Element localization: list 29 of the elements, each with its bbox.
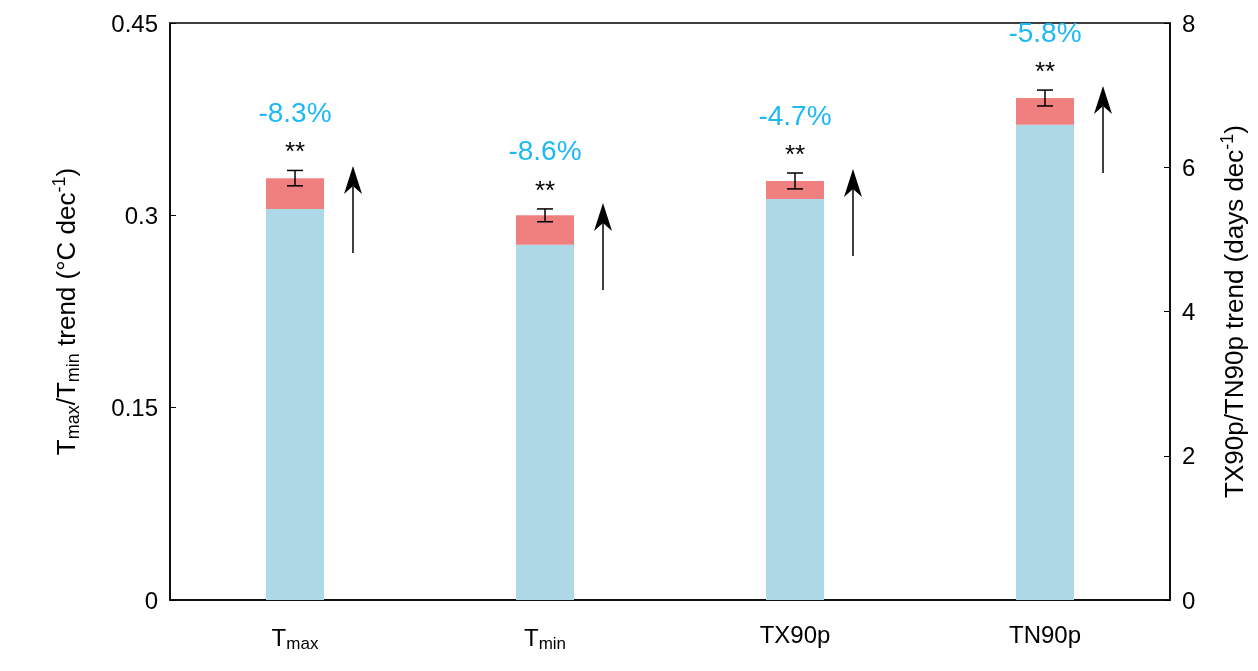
y2-axis-title: TX90p/TN90p trend (days dec-1) bbox=[1217, 125, 1249, 498]
y-tick-label: 0.45 bbox=[111, 9, 158, 37]
annotation: -5.8% bbox=[1008, 16, 1082, 48]
y-axis-title: Tmax/Tmin trend (°C dec-1) bbox=[49, 167, 83, 456]
y2-tick-label: 2 bbox=[1182, 442, 1196, 470]
bar bbox=[266, 208, 324, 600]
bar bbox=[266, 178, 324, 209]
y2-tick-label: 6 bbox=[1182, 153, 1196, 181]
annotation: ** bbox=[784, 139, 806, 170]
y2-tick-label: 4 bbox=[1182, 298, 1196, 325]
bar bbox=[516, 215, 574, 245]
y-tick-label: 0 bbox=[144, 586, 158, 614]
annotation: -4.7% bbox=[758, 99, 832, 131]
bar bbox=[516, 244, 574, 600]
annotation: ** bbox=[284, 136, 306, 167]
bar bbox=[766, 180, 824, 199]
annotation: ** bbox=[534, 174, 556, 205]
bar bbox=[766, 198, 824, 600]
y-tick-label: 0.3 bbox=[124, 201, 158, 229]
bar bbox=[1016, 98, 1074, 125]
bar bbox=[1016, 124, 1074, 600]
y2-tick-label: 8 bbox=[1182, 9, 1196, 37]
x-tick-label: TN90p bbox=[1008, 620, 1082, 648]
x-tick-label: TX90p bbox=[759, 620, 831, 648]
annotation: -8.6% bbox=[508, 135, 582, 167]
y-tick-label: 0.15 bbox=[111, 394, 158, 422]
y2-tick-label: 0 bbox=[1182, 586, 1196, 614]
annotation: -8.3% bbox=[258, 96, 332, 128]
annotation: ** bbox=[1034, 56, 1056, 87]
